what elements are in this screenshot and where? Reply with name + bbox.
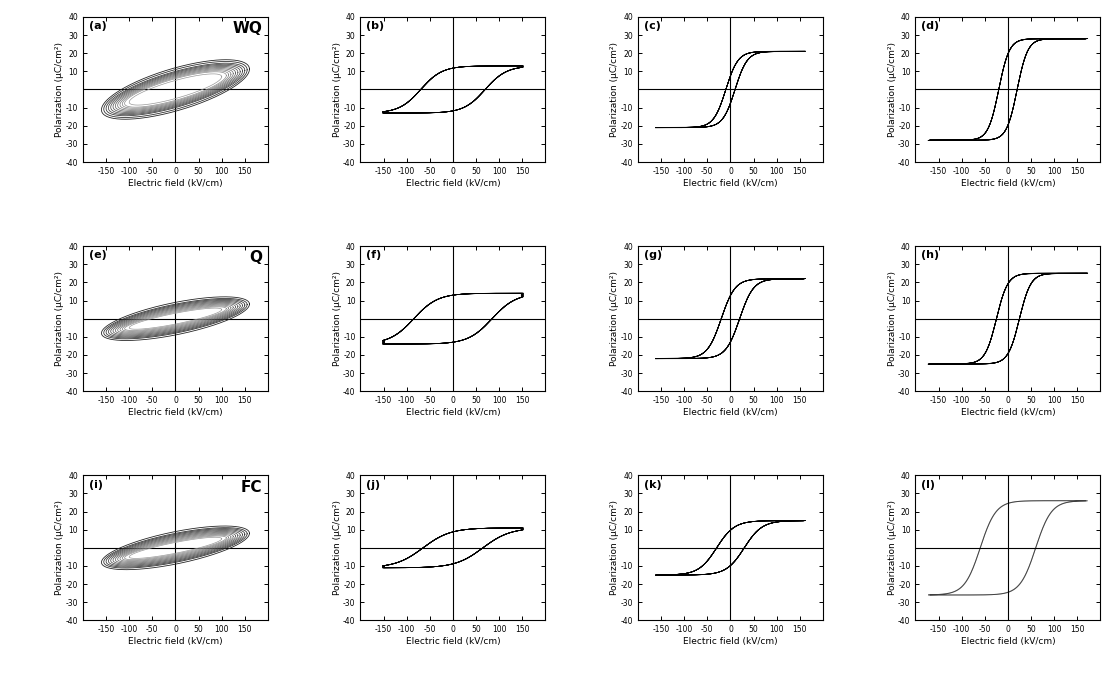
Text: (b): (b)	[366, 21, 384, 31]
Text: WQ: WQ	[232, 21, 262, 37]
X-axis label: Electric field (kV/cm): Electric field (kV/cm)	[406, 178, 500, 188]
X-axis label: Electric field (kV/cm): Electric field (kV/cm)	[961, 637, 1055, 646]
X-axis label: Electric field (kV/cm): Electric field (kV/cm)	[961, 178, 1055, 188]
Y-axis label: Polarization (μC/cm²): Polarization (μC/cm²)	[333, 271, 342, 366]
Y-axis label: Polarization (μC/cm²): Polarization (μC/cm²)	[888, 271, 897, 366]
X-axis label: Electric field (kV/cm): Electric field (kV/cm)	[128, 178, 222, 188]
Text: (c): (c)	[644, 21, 660, 31]
Y-axis label: Polarization (μC/cm²): Polarization (μC/cm²)	[333, 500, 342, 595]
Text: FC: FC	[241, 479, 262, 495]
Text: (a): (a)	[88, 21, 106, 31]
X-axis label: Electric field (kV/cm): Electric field (kV/cm)	[961, 408, 1055, 417]
Text: (f): (f)	[366, 250, 382, 260]
Text: Q: Q	[250, 250, 262, 266]
X-axis label: Electric field (kV/cm): Electric field (kV/cm)	[406, 637, 500, 646]
Y-axis label: Polarization (μC/cm²): Polarization (μC/cm²)	[333, 42, 342, 137]
X-axis label: Electric field (kV/cm): Electric field (kV/cm)	[128, 637, 222, 646]
Y-axis label: Polarization (μC/cm²): Polarization (μC/cm²)	[611, 42, 619, 137]
Text: (d): (d)	[921, 21, 939, 31]
Y-axis label: Polarization (μC/cm²): Polarization (μC/cm²)	[55, 42, 64, 137]
X-axis label: Electric field (kV/cm): Electric field (kV/cm)	[684, 637, 778, 646]
Text: (j): (j)	[366, 479, 380, 490]
X-axis label: Electric field (kV/cm): Electric field (kV/cm)	[406, 408, 500, 417]
X-axis label: Electric field (kV/cm): Electric field (kV/cm)	[684, 408, 778, 417]
Y-axis label: Polarization (μC/cm²): Polarization (μC/cm²)	[55, 500, 64, 595]
X-axis label: Electric field (kV/cm): Electric field (kV/cm)	[684, 178, 778, 188]
Y-axis label: Polarization (μC/cm²): Polarization (μC/cm²)	[888, 42, 897, 137]
Y-axis label: Polarization (μC/cm²): Polarization (μC/cm²)	[611, 500, 619, 595]
Y-axis label: Polarization (μC/cm²): Polarization (μC/cm²)	[611, 271, 619, 366]
Text: (g): (g)	[644, 250, 661, 260]
Text: (l): (l)	[921, 479, 935, 490]
Text: (h): (h)	[921, 250, 939, 260]
Y-axis label: Polarization (μC/cm²): Polarization (μC/cm²)	[888, 500, 897, 595]
Y-axis label: Polarization (μC/cm²): Polarization (μC/cm²)	[55, 271, 64, 366]
X-axis label: Electric field (kV/cm): Electric field (kV/cm)	[128, 408, 222, 417]
Text: (k): (k)	[644, 479, 661, 490]
Text: (e): (e)	[88, 250, 106, 260]
Text: (i): (i)	[88, 479, 103, 490]
